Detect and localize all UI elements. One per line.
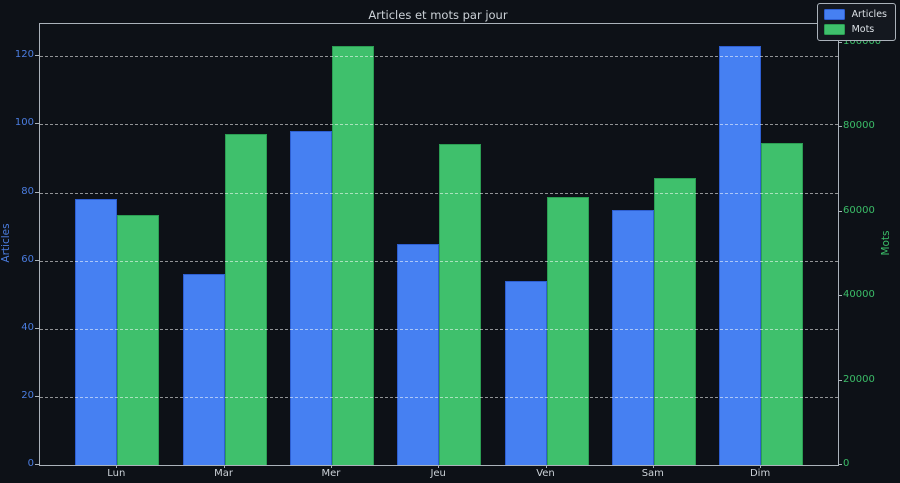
y-axis-label-right: Mots — [880, 230, 892, 256]
y-tick-mark-right — [838, 126, 842, 128]
bar-articles-sam — [611, 209, 654, 465]
y-tick-mark-right — [838, 379, 842, 381]
x-tick-mark — [652, 465, 654, 468]
gridline-60 — [40, 260, 838, 262]
bar-mots-mer — [331, 45, 374, 465]
bar-articles-mer — [289, 131, 332, 465]
x-tick-mark — [330, 465, 332, 468]
legend: Articles Mots — [816, 3, 896, 41]
legend-item-mots: Mots — [823, 23, 887, 35]
x-tick-mark — [545, 465, 547, 468]
y-tick-mark-right — [838, 210, 842, 212]
y-tick-mark-left — [35, 259, 39, 261]
y-tick-label-right-20000: 20000 — [843, 373, 875, 385]
plot-area — [39, 23, 839, 466]
x-tick-mark — [116, 465, 118, 468]
bar-mots-mar — [224, 134, 267, 465]
gridline-100 — [40, 124, 838, 126]
bar-mots-jeu — [439, 144, 482, 465]
y-tick-label-left-40: 40 — [21, 321, 34, 333]
y-tick-label-right-80000: 80000 — [843, 120, 875, 132]
y-tick-label-right-100000: 100000 — [843, 35, 882, 47]
x-tick-label-dim: Dim — [749, 468, 771, 479]
y-tick-mark-left — [35, 191, 39, 193]
gridline-20 — [40, 396, 838, 398]
bar-articles-lun — [75, 199, 118, 465]
gridline-40 — [40, 328, 838, 330]
x-tick-label-mer: Mer — [321, 468, 341, 479]
y-tick-mark-left — [35, 395, 39, 397]
y-tick-label-left-20: 20 — [21, 389, 34, 401]
y-tick-label-left-120: 120 — [14, 49, 34, 61]
bar-mots-lun — [117, 215, 160, 465]
legend-label-articles: Articles — [851, 8, 887, 20]
gridline-120 — [40, 56, 838, 58]
y-tick-label-left-60: 60 — [21, 253, 34, 265]
legend-swatch-mots-icon — [823, 24, 845, 35]
gridline-80 — [40, 192, 838, 194]
legend-swatch-articles-icon — [823, 9, 845, 20]
bar-mots-sam — [653, 178, 696, 465]
bar-mots-dim — [761, 143, 804, 465]
y-tick-label-right-0: 0 — [843, 458, 850, 469]
x-tick-label-mar: Mar — [214, 468, 234, 479]
y-tick-label-left-80: 80 — [21, 185, 34, 197]
bar-articles-ven — [504, 281, 547, 465]
y-tick-mark-left — [35, 464, 39, 465]
x-tick-mark — [760, 465, 762, 468]
bar-mots-ven — [546, 196, 589, 465]
bar-articles-dim — [719, 46, 762, 465]
y-tick-label-left-100: 100 — [14, 117, 34, 129]
y-tick-label-right-60000: 60000 — [843, 204, 875, 216]
y-tick-mark-right — [838, 41, 842, 43]
y-tick-mark-right — [838, 464, 842, 465]
x-tick-label-sam: Sam — [641, 468, 664, 479]
y-tick-label-right-40000: 40000 — [843, 289, 875, 301]
legend-label-mots: Mots — [851, 23, 875, 35]
x-tick-label-jeu: Jeu — [430, 468, 446, 479]
x-tick-mark — [223, 465, 225, 468]
y-tick-label-left-0: 0 — [27, 458, 34, 469]
legend-item-articles: Articles — [823, 8, 887, 20]
x-tick-mark — [438, 465, 440, 468]
y-tick-mark-right — [838, 295, 842, 297]
y-tick-mark-left — [35, 327, 39, 329]
x-tick-label-ven: Ven — [536, 468, 555, 479]
y-tick-mark-left — [35, 55, 39, 57]
y-tick-mark-left — [35, 123, 39, 125]
bar-articles-jeu — [397, 243, 440, 465]
x-tick-label-lun: Lun — [107, 468, 126, 479]
chart-title: Articles et mots par jour — [368, 8, 508, 22]
bar-articles-mar — [182, 274, 225, 465]
